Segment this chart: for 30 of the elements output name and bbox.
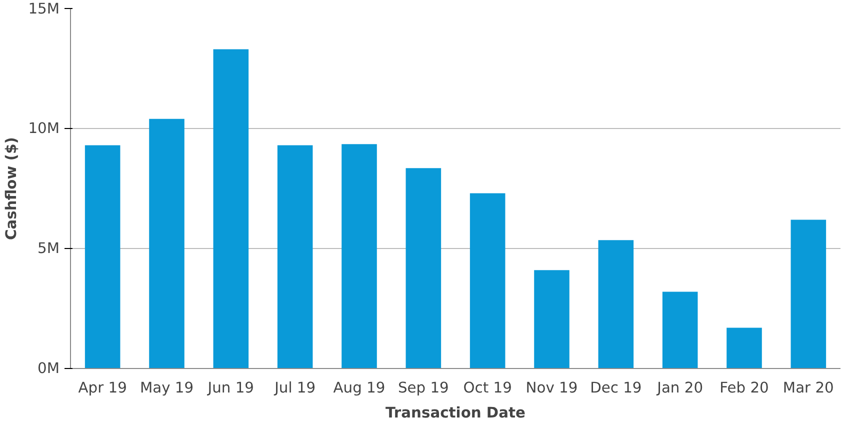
bar [726,328,762,368]
bar [598,240,634,368]
x-tick-label: Apr 19 [78,380,127,396]
x-tick-label: Oct 19 [463,380,512,396]
x-tick-label: Jun 19 [206,380,254,396]
x-tick-label: Jul 19 [274,380,316,396]
x-tick-label: Jan 20 [656,380,704,396]
y-tick-label: 10M [28,120,60,137]
x-tick-label: Sep 19 [398,380,449,396]
bar [213,49,249,368]
bar [277,145,313,368]
x-tick-label: Feb 20 [720,380,769,396]
y-tick-label: 0M [38,360,60,377]
bar [406,168,442,368]
x-tick-label: May 19 [140,380,194,396]
y-axis-title: Cashflow ($) [3,137,20,240]
bar [662,292,698,368]
bar [84,145,120,368]
bar [149,118,184,368]
y-tick-label: 5M [38,240,60,257]
x-tick-label: Dec 19 [590,380,642,396]
bar [342,144,377,368]
bar [470,193,506,368]
y-tick-label: 15M [28,0,60,18]
x-tick-label: Aug 19 [333,380,386,396]
bar [790,220,826,368]
bar [534,270,570,368]
x-axis-title: Transaction Date [386,404,526,422]
x-tick-label: Nov 19 [526,380,578,396]
x-tick-label: Mar 20 [782,380,834,396]
